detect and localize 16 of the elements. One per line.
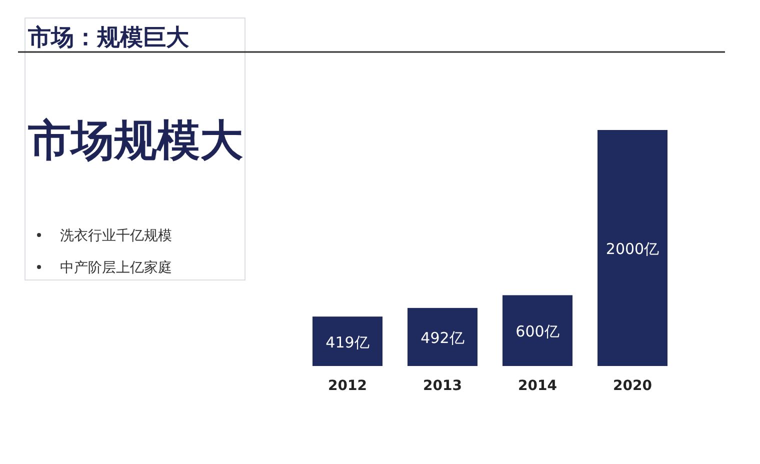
bar xyxy=(502,295,572,366)
data-label: 492亿 xyxy=(420,328,464,347)
text: 洗衣行业千亿规模 xyxy=(60,228,172,244)
x-tick-label: 2020 xyxy=(613,378,652,394)
bar xyxy=(598,130,668,366)
data-label: 600亿 xyxy=(516,322,560,341)
text: 市场：规模巨大 xyxy=(27,24,190,51)
data-label: 419亿 xyxy=(326,333,370,352)
bar xyxy=(312,316,382,366)
chart-subtitle: 市场规模大 xyxy=(27,116,243,166)
text: 中产阶层上亿家庭 xyxy=(60,260,172,276)
x-tick-label: 2014 xyxy=(518,378,558,394)
bar xyxy=(408,308,478,366)
x-tick-label: 2013 xyxy=(423,378,462,394)
data-label: 2000亿 xyxy=(606,240,660,258)
x-tick-label: 2012 xyxy=(328,378,367,394)
